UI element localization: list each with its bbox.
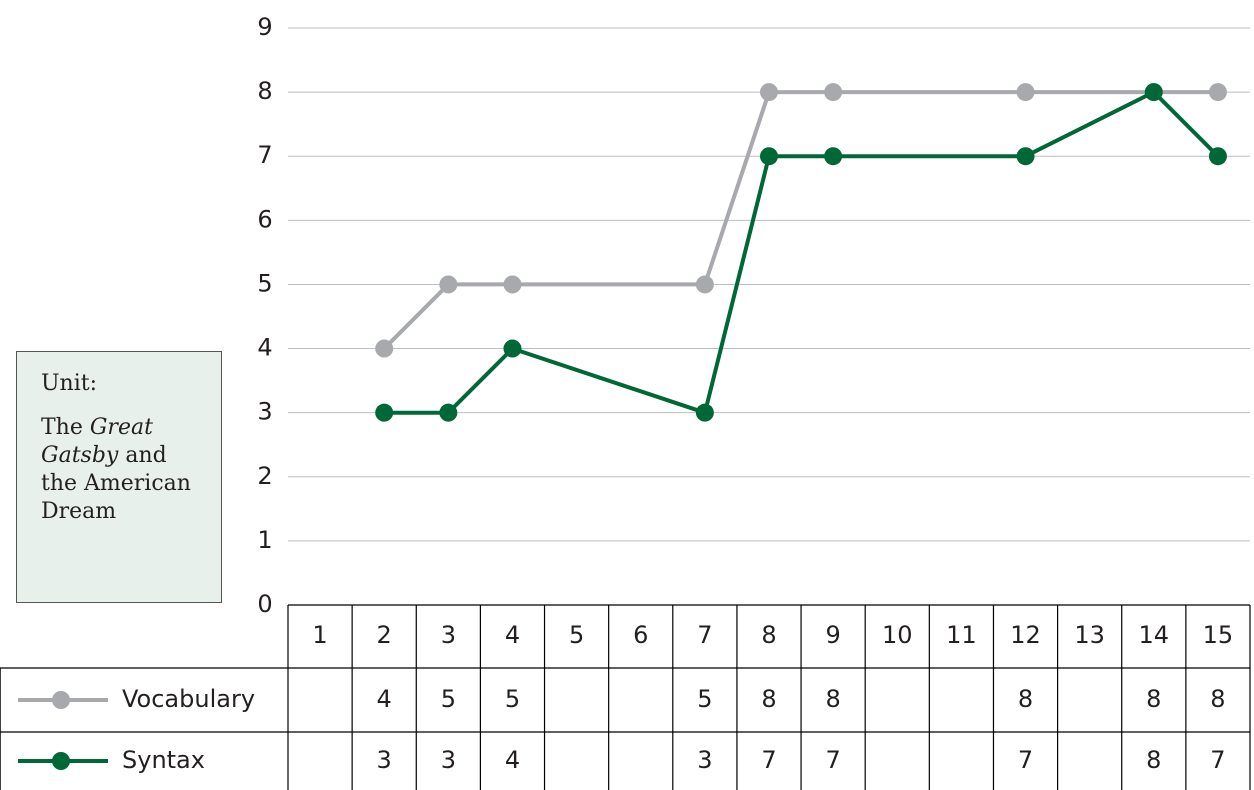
data-label: 8 bbox=[1146, 746, 1161, 774]
data-label: 8 bbox=[1146, 685, 1161, 713]
data-label: 8 bbox=[1018, 685, 1033, 713]
x-tick-label: 9 bbox=[825, 621, 840, 649]
data-label: 8 bbox=[761, 685, 776, 713]
x-tick-label: 3 bbox=[441, 621, 456, 649]
x-tick-label: 15 bbox=[1203, 621, 1234, 649]
legend-marker bbox=[52, 691, 70, 709]
data-point bbox=[439, 275, 457, 293]
data-point bbox=[439, 404, 457, 422]
data-point bbox=[1209, 147, 1227, 165]
data-label: 8 bbox=[1210, 685, 1225, 713]
legend-label: Vocabulary bbox=[122, 685, 255, 713]
legend-marker bbox=[52, 752, 70, 770]
x-tick-label: 8 bbox=[761, 621, 776, 649]
x-tick-label: 4 bbox=[505, 621, 520, 649]
data-point bbox=[824, 83, 842, 101]
data-point bbox=[696, 404, 714, 422]
x-tick-label: 5 bbox=[569, 621, 584, 649]
x-tick-label: 7 bbox=[697, 621, 712, 649]
data-label: 7 bbox=[761, 746, 776, 774]
data-label: 7 bbox=[1210, 746, 1225, 774]
data-label: 5 bbox=[441, 685, 456, 713]
data-label: 7 bbox=[1018, 746, 1033, 774]
data-point bbox=[503, 340, 521, 358]
data-point bbox=[696, 275, 714, 293]
data-point bbox=[375, 340, 393, 358]
x-tick-label: 11 bbox=[946, 621, 977, 649]
data-label: 3 bbox=[697, 746, 712, 774]
unit-title: The Great Gatsby and the American Dream bbox=[41, 414, 197, 526]
legend-label: Syntax bbox=[122, 746, 205, 774]
y-tick-label: 4 bbox=[257, 334, 272, 362]
data-point bbox=[824, 147, 842, 165]
data-label: 3 bbox=[441, 746, 456, 774]
x-tick-label: 12 bbox=[1010, 621, 1041, 649]
data-point bbox=[1145, 83, 1163, 101]
series-line bbox=[384, 92, 1218, 413]
unit-label: Unit: bbox=[41, 370, 197, 398]
data-label: 4 bbox=[505, 746, 520, 774]
data-label: 3 bbox=[377, 746, 392, 774]
x-tick-label: 6 bbox=[633, 621, 648, 649]
data-label: 7 bbox=[825, 746, 840, 774]
y-tick-label: 2 bbox=[257, 462, 272, 490]
data-point bbox=[375, 404, 393, 422]
y-tick-label: 6 bbox=[257, 205, 272, 233]
y-tick-label: 5 bbox=[257, 269, 272, 297]
y-tick-label: 1 bbox=[257, 526, 272, 554]
y-tick-label: 3 bbox=[257, 398, 272, 426]
x-tick-label: 13 bbox=[1074, 621, 1105, 649]
data-label: 5 bbox=[505, 685, 520, 713]
unit-text: The bbox=[41, 415, 90, 440]
data-label: 8 bbox=[825, 685, 840, 713]
data-point bbox=[1017, 147, 1035, 165]
x-tick-label: 1 bbox=[312, 621, 327, 649]
data-point bbox=[1017, 83, 1035, 101]
y-tick-label: 7 bbox=[257, 141, 272, 169]
data-point bbox=[1209, 83, 1227, 101]
y-tick-label: 0 bbox=[257, 590, 272, 618]
page: 0123456789123456789101112131415Vocabular… bbox=[0, 0, 1254, 790]
x-tick-label: 14 bbox=[1139, 621, 1170, 649]
x-tick-label: 10 bbox=[882, 621, 913, 649]
data-label: 4 bbox=[377, 685, 392, 713]
data-point bbox=[760, 147, 778, 165]
x-tick-label: 2 bbox=[377, 621, 392, 649]
y-tick-label: 9 bbox=[257, 13, 272, 41]
y-tick-label: 8 bbox=[257, 77, 272, 105]
unit-box: Unit: The Great Gatsby and the American … bbox=[16, 351, 222, 603]
data-label: 5 bbox=[697, 685, 712, 713]
data-point bbox=[760, 83, 778, 101]
data-point bbox=[503, 275, 521, 293]
